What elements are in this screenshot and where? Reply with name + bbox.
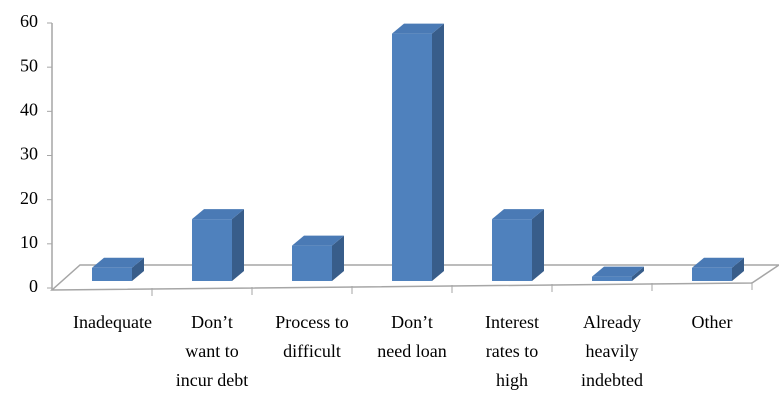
bar-top	[492, 209, 544, 220]
bar-front	[592, 276, 632, 281]
bar-side	[232, 209, 244, 281]
bar	[292, 235, 344, 281]
x-tick-label: Process to difficult	[275, 312, 349, 361]
y-tick-label: 60	[20, 11, 38, 31]
x-tick-label: Don’t want to incur debt	[175, 312, 249, 390]
bar-side	[432, 23, 444, 282]
x-tick-label: Don’t need loan	[377, 312, 447, 361]
bar-front	[692, 267, 732, 281]
x-tick-label: Other	[691, 312, 733, 332]
bar-top	[592, 266, 644, 277]
bar	[392, 23, 444, 282]
bar-top	[192, 209, 244, 220]
x-tick-label: Inadequate	[73, 312, 152, 332]
x-tick-label: Interest rates to high	[485, 312, 539, 390]
y-tick-label: 30	[20, 144, 38, 164]
bar-side	[332, 235, 344, 281]
bar-top	[92, 257, 144, 268]
bar-top	[392, 23, 444, 34]
bar-top	[692, 257, 744, 268]
bar-side	[632, 266, 644, 281]
y-tick-label: 20	[20, 188, 38, 208]
bar-side	[532, 209, 544, 281]
bar-front	[192, 219, 232, 281]
bar-side	[732, 257, 744, 281]
bar-front	[92, 267, 132, 281]
bar-front	[292, 245, 332, 281]
bar-side	[132, 257, 144, 281]
x-tick-label: Already heavily indebted	[581, 312, 643, 390]
y-tick-label: 0	[29, 276, 38, 296]
bar	[692, 257, 744, 281]
y-tick-label: 40	[20, 99, 38, 119]
y-tick-label: 50	[20, 55, 38, 75]
bar-front	[492, 219, 532, 281]
bar-front	[392, 33, 432, 281]
floor	[50, 264, 779, 291]
bar	[92, 257, 144, 281]
bar	[192, 209, 244, 281]
bar	[492, 209, 544, 281]
y-tick-label: 10	[20, 232, 38, 252]
bar	[592, 266, 644, 281]
bar-top	[292, 235, 344, 246]
